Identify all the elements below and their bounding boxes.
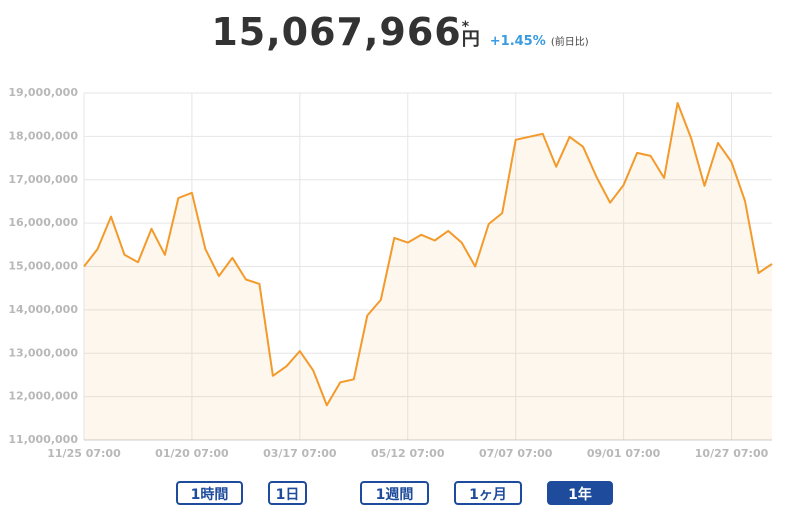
- y-tick-label: 16,000,000: [8, 216, 78, 229]
- x-tick-label: 09/01 07:00: [587, 447, 661, 460]
- y-tick-label: 18,000,000: [8, 129, 78, 142]
- price-header: 15,067,966 * 円 +1.45% (前日比): [0, 10, 800, 54]
- x-tick-label: 01/20 07:00: [155, 447, 229, 460]
- y-tick-label: 12,000,000: [8, 390, 78, 403]
- unit-box: * 円: [461, 19, 480, 51]
- price: 15,067,966: [211, 10, 462, 54]
- change-note: (前日比): [550, 37, 589, 48]
- range-button[interactable]: 1ヶ月: [454, 481, 522, 505]
- x-tick-label: 05/12 07:00: [371, 447, 445, 460]
- x-tick-label: 03/17 07:00: [263, 447, 337, 460]
- range-button[interactable]: 1年: [547, 481, 613, 505]
- y-tick-label: 15,000,000: [8, 260, 78, 273]
- mark: *: [461, 19, 470, 35]
- y-tick-label: 13,000,000: [8, 346, 78, 359]
- x-tick-label: 10/27 07:00: [695, 447, 769, 460]
- range-button[interactable]: 1時間: [176, 481, 243, 505]
- y-tick-label: 17,000,000: [8, 173, 78, 186]
- unit: 円: [461, 29, 480, 50]
- range-button[interactable]: 1週間: [360, 481, 429, 505]
- range-button[interactable]: 1日: [268, 481, 307, 505]
- y-tick-label: 19,000,000: [8, 86, 78, 99]
- x-tick-label: 07/07 07:00: [479, 447, 553, 460]
- x-tick-label: 11/25 07:00: [47, 447, 121, 460]
- chart: 11,000,000 12,000,000 13,000,000 14,000,000…: [8, 86, 773, 460]
- area: [84, 103, 772, 440]
- change: +1.45%: [489, 34, 546, 49]
- y-tick-label: 14,000,000: [8, 303, 78, 316]
- y-tick-label: 11,000,000: [8, 433, 78, 446]
- line: [83, 102, 773, 407]
